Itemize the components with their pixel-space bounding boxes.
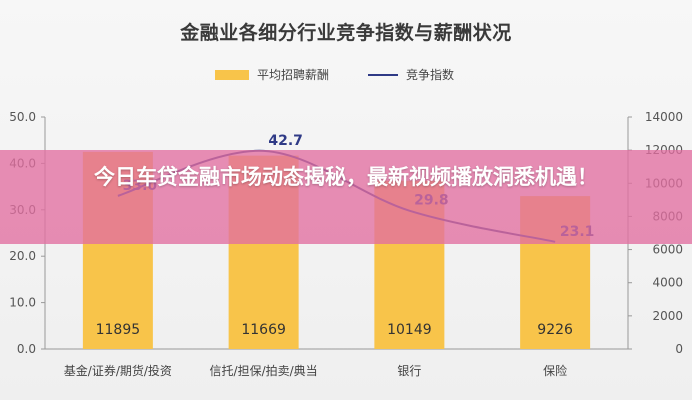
- right-tick-label: 0: [675, 342, 683, 356]
- chart-title: 金融业各细分行业竞争指数与薪酬状况: [180, 22, 512, 44]
- legend-label-bar: 平均招聘薪酬: [257, 68, 330, 82]
- chart-legend: 平均招聘薪酬 竞争指数: [0, 66, 692, 86]
- category-label: 保险: [543, 363, 567, 378]
- right-tick-label: 4000: [652, 276, 683, 290]
- bar-value-label: 9226: [537, 322, 573, 338]
- legend-swatch-line: [368, 73, 398, 76]
- right-tick-label: 2000: [652, 309, 683, 323]
- category-label: 信托/担保/拍卖/典当: [210, 363, 318, 378]
- line-value-label: 42.7: [268, 133, 303, 149]
- bar-value-label: 11669: [241, 322, 286, 338]
- bar-value-label: 11895: [96, 322, 141, 338]
- banner-headline[interactable]: 今日车贷金融市场动态揭秘，最新视频播放洞悉机遇！: [94, 165, 598, 189]
- legend-item-line: 竞争指数: [368, 66, 454, 83]
- left-tick-label: 20.0: [9, 249, 36, 263]
- left-tick-label: 50.0: [9, 110, 36, 124]
- category-label: 银行: [397, 364, 421, 378]
- right-tick-label: 14000: [645, 110, 683, 124]
- left-tick-label: 10.0: [9, 296, 36, 310]
- overlay-banner[interactable]: 今日车贷金融市场动态揭秘，最新视频播放洞悉机遇！: [0, 150, 692, 244]
- left-tick-label: 0.0: [17, 342, 36, 356]
- legend-swatch-bar: [215, 69, 249, 80]
- legend-label-line: 竞争指数: [406, 68, 455, 82]
- bar-value-label: 10149: [387, 322, 432, 338]
- legend-item-bar: 平均招聘薪酬: [215, 66, 329, 83]
- category-label: 基金/证券/期货/投资: [64, 363, 172, 378]
- right-tick-label: 6000: [652, 243, 683, 257]
